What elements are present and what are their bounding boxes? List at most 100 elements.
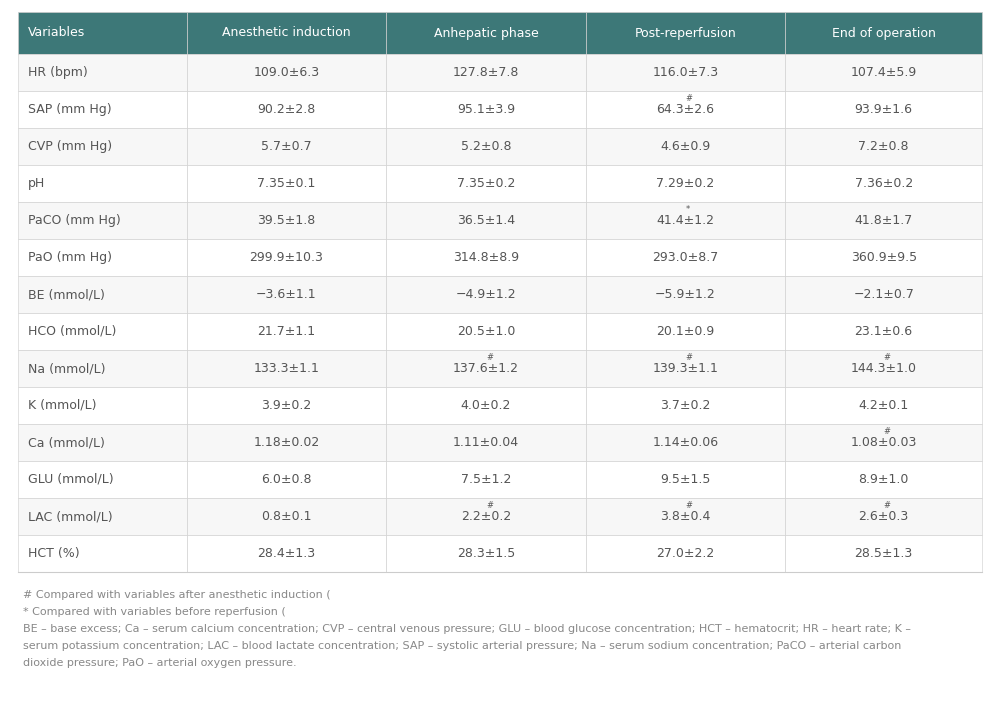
Bar [586,128,785,165]
Text: 20.5±1.0: 20.5±1.0 [457,325,515,338]
Bar [586,535,785,572]
Text: 41.4±1.2: 41.4±1.2 [657,214,715,227]
Text: 27.0±2.2: 27.0±2.2 [656,547,715,560]
Text: HR (bpm): HR (bpm) [28,66,88,79]
Bar [586,276,785,313]
Bar [187,424,386,461]
Bar [18,12,187,54]
Bar [187,350,386,387]
Bar [18,165,187,202]
Bar [785,535,982,572]
Bar [386,239,586,276]
Bar [187,461,386,498]
Bar [386,461,586,498]
Text: 7.5±1.2: 7.5±1.2 [461,473,511,486]
Text: 64.3±2.6: 64.3±2.6 [657,103,715,116]
Bar [18,91,187,128]
Text: 3.7±0.2: 3.7±0.2 [660,399,711,412]
Bar [386,165,586,202]
Text: *: * [686,204,690,214]
Bar [187,165,386,202]
Bar [586,202,785,239]
Bar [386,313,586,350]
Bar [187,91,386,128]
Text: HCO (mmol/L): HCO (mmol/L) [28,325,116,338]
Bar [18,498,187,535]
Text: 1.18±0.02: 1.18±0.02 [253,436,320,449]
Bar [386,424,586,461]
Text: 109.0±6.3: 109.0±6.3 [253,66,320,79]
Text: 39.5±1.8: 39.5±1.8 [257,214,316,227]
Bar [785,498,982,535]
Text: #: # [884,500,891,510]
Bar [386,498,586,535]
Bar [187,54,386,91]
Text: 1.11±0.04: 1.11±0.04 [453,436,519,449]
Text: 7.29±0.2: 7.29±0.2 [656,177,715,190]
Text: * Compared with variables before reperfusion (: * Compared with variables before reperfu… [23,607,286,617]
Bar [386,128,586,165]
Bar [785,276,982,313]
Text: 7.36±0.2: 7.36±0.2 [855,177,913,190]
Bar [386,350,586,387]
Bar [586,498,785,535]
Text: 9.5±1.5: 9.5±1.5 [660,473,711,486]
Text: 3.8±0.4: 3.8±0.4 [660,510,711,523]
Bar [18,276,187,313]
Text: 133.3±1.1: 133.3±1.1 [254,362,319,375]
Bar [18,128,187,165]
Text: pH: pH [28,177,45,190]
Text: −3.6±1.1: −3.6±1.1 [256,288,317,301]
Text: serum potassium concentration; LAC – blood lactate concentration; SAP – systolic: serum potassium concentration; LAC – blo… [23,641,901,651]
Text: Na (mmol/L): Na (mmol/L) [28,362,106,375]
Bar [187,535,386,572]
Text: Anesthetic induction: Anesthetic induction [222,27,351,40]
Text: 360.9±9.5: 360.9±9.5 [851,251,917,264]
Bar [18,54,187,91]
Text: 41.8±1.7: 41.8±1.7 [855,214,913,227]
Bar [785,128,982,165]
Text: 314.8±8.9: 314.8±8.9 [453,251,519,264]
Text: 2.6±0.3: 2.6±0.3 [859,510,909,523]
Text: 137.6±1.2: 137.6±1.2 [453,362,519,375]
Bar [785,202,982,239]
Bar [586,91,785,128]
Text: #: # [686,352,693,362]
Text: 127.8±7.8: 127.8±7.8 [453,66,519,79]
Text: 107.4±5.9: 107.4±5.9 [851,66,917,79]
Text: #: # [486,352,493,362]
Bar [18,535,187,572]
Bar [187,12,386,54]
Text: 23.1±0.6: 23.1±0.6 [855,325,913,338]
Text: Post-reperfusion: Post-reperfusion [635,27,736,40]
Text: #: # [486,500,493,510]
Text: −4.9±1.2: −4.9±1.2 [456,288,516,301]
Bar [18,387,187,424]
Bar [18,239,187,276]
Text: 90.2±2.8: 90.2±2.8 [257,103,316,116]
Text: 93.9±1.6: 93.9±1.6 [855,103,913,116]
Text: 5.2±0.8: 5.2±0.8 [461,140,511,153]
Text: #: # [686,500,693,510]
Text: 28.4±1.3: 28.4±1.3 [257,547,316,560]
Bar [386,12,586,54]
Text: PaO (mm Hg): PaO (mm Hg) [28,251,112,264]
Text: 2.2±0.2: 2.2±0.2 [461,510,511,523]
Bar [785,424,982,461]
Text: 4.2±0.1: 4.2±0.1 [859,399,909,412]
Text: 7.35±0.1: 7.35±0.1 [257,177,316,190]
Bar [187,313,386,350]
Bar [586,54,785,91]
Text: End of operation: End of operation [832,27,936,40]
Bar [785,461,982,498]
Bar [586,350,785,387]
Bar [18,424,187,461]
Text: BE (mmol/L): BE (mmol/L) [28,288,105,301]
Bar [785,387,982,424]
Bar [386,387,586,424]
Text: 1.08±0.03: 1.08±0.03 [850,436,917,449]
Text: 0.8±0.1: 0.8±0.1 [261,510,312,523]
Text: 36.5±1.4: 36.5±1.4 [457,214,515,227]
Text: −2.1±0.7: −2.1±0.7 [853,288,914,301]
Text: K (mmol/L): K (mmol/L) [28,399,96,412]
